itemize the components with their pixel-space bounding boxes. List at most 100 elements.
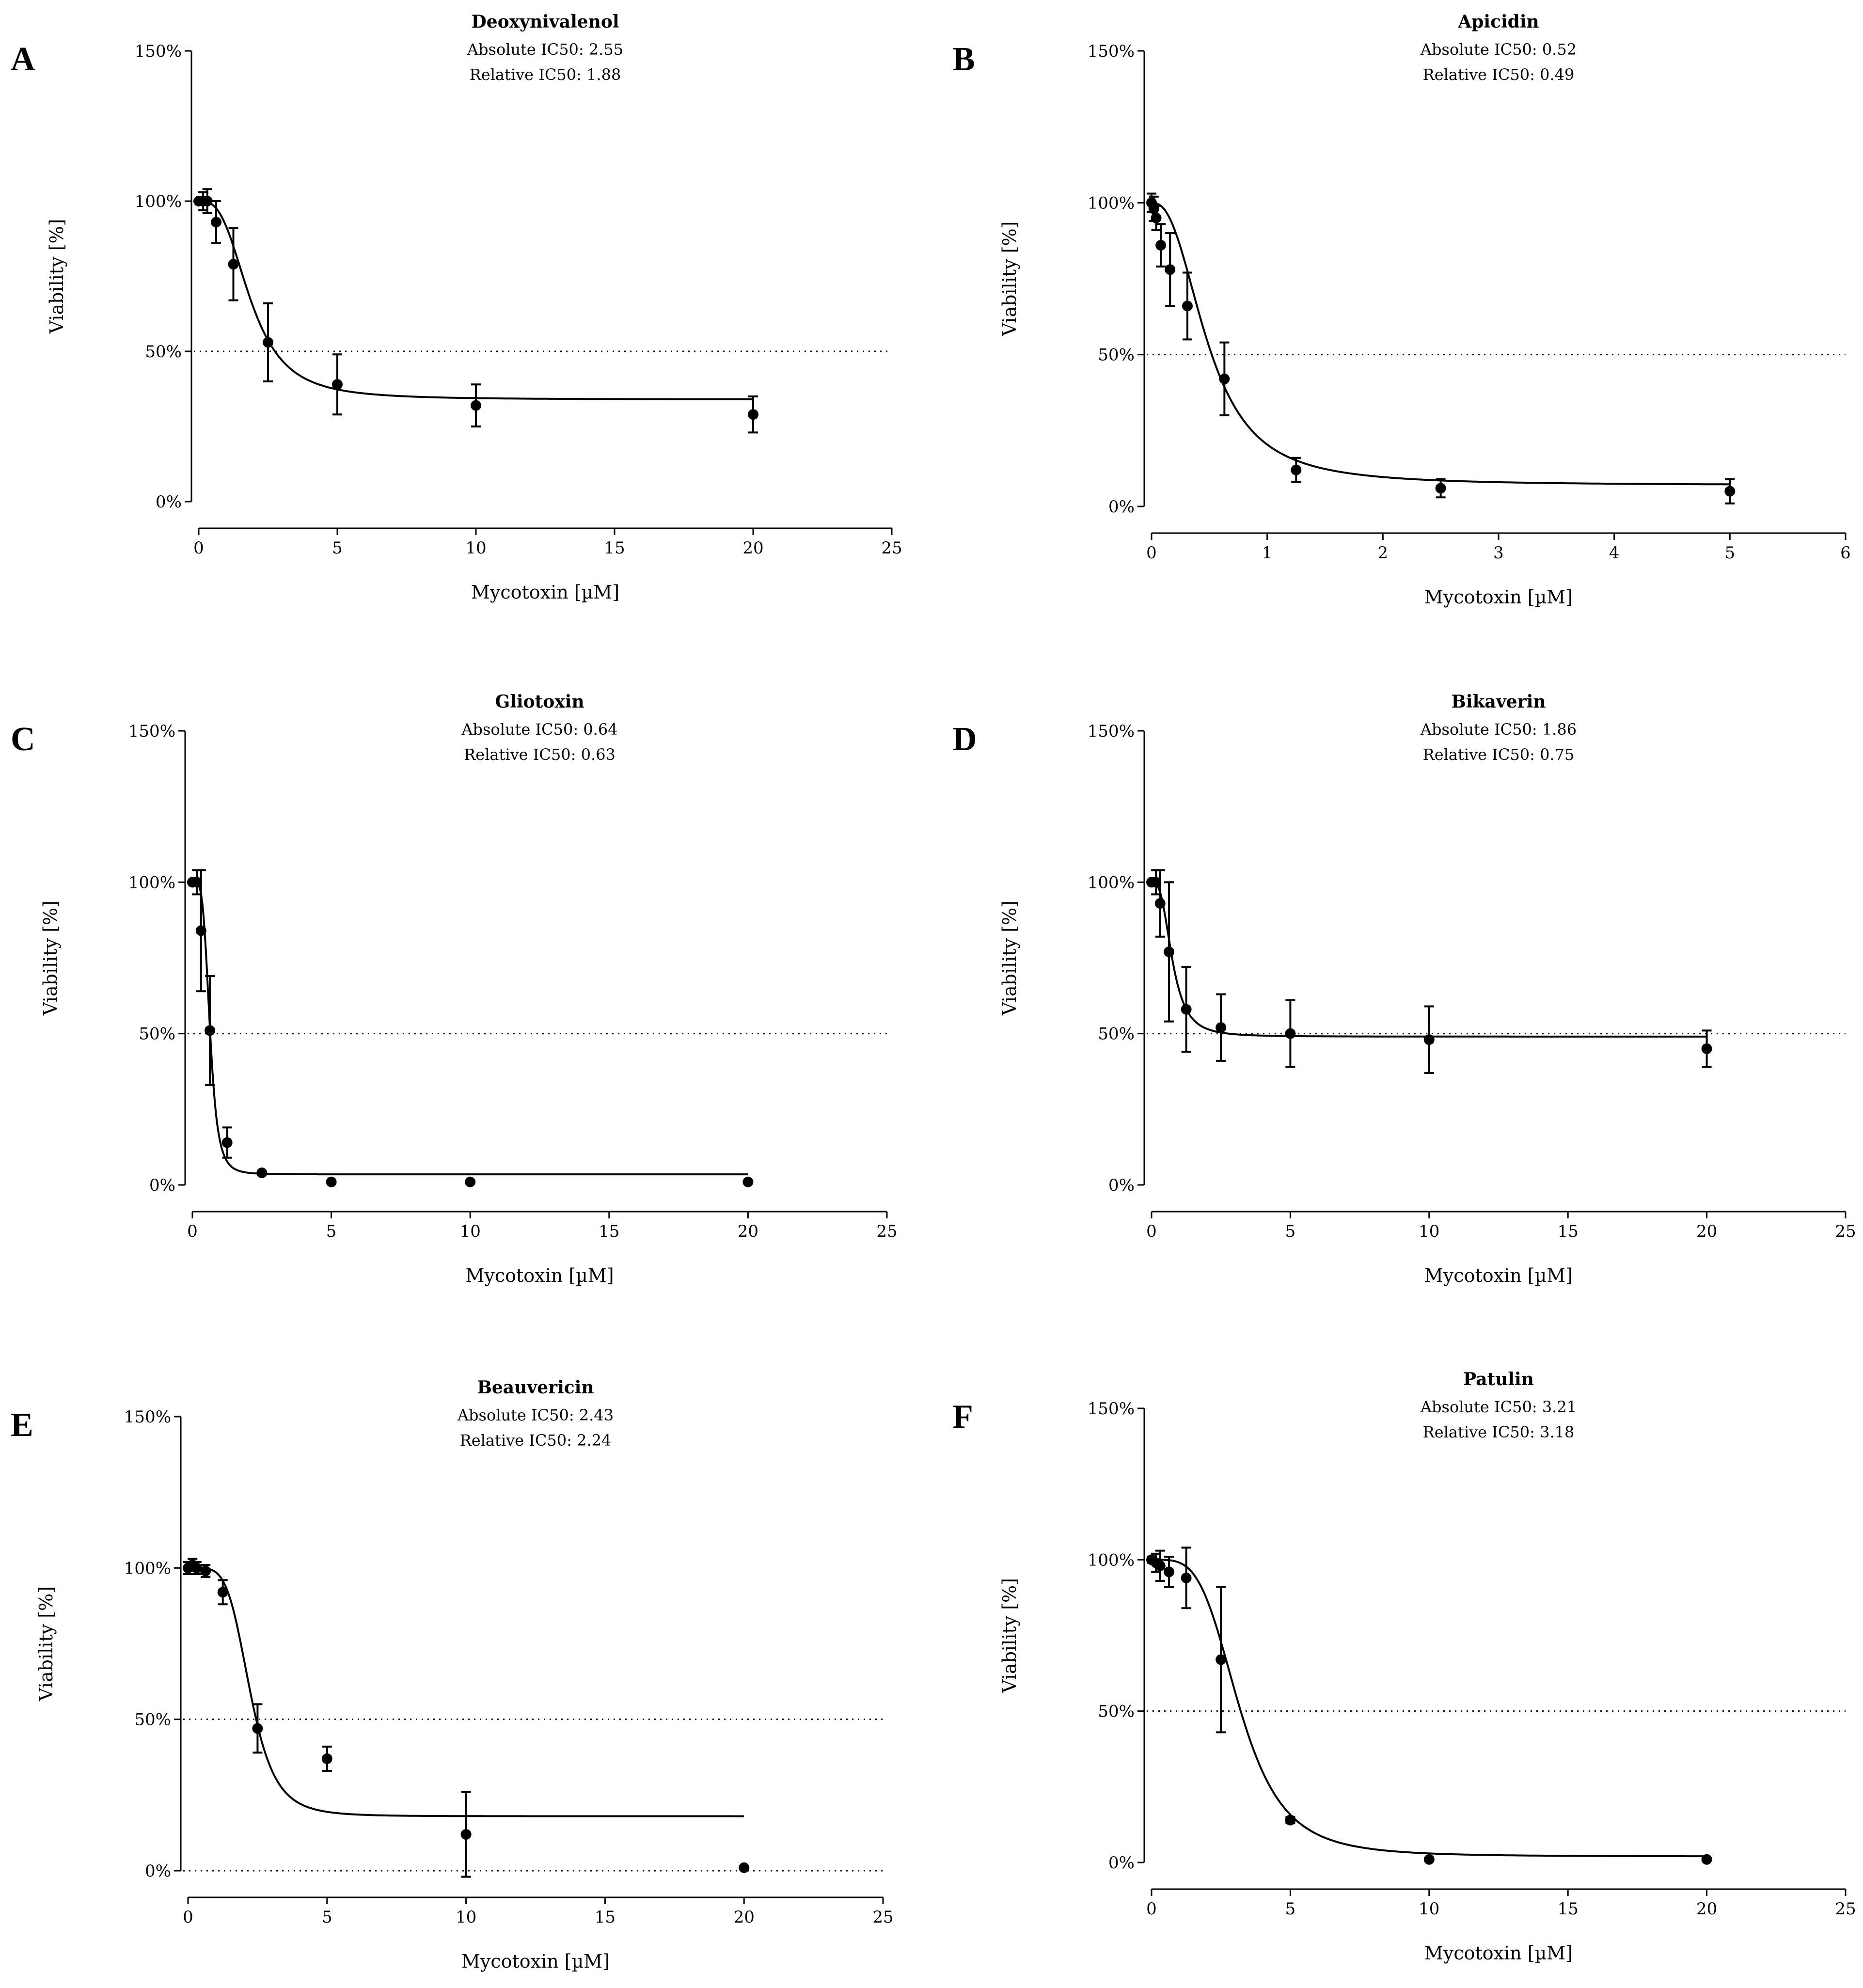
x-axis-label: Mycotoxin [µM]: [461, 1951, 610, 1972]
data-point: [191, 877, 203, 888]
x-tick-label: 20: [734, 1908, 755, 1927]
data-point: [1285, 1814, 1296, 1826]
y-tick-label: 150%: [135, 42, 182, 61]
x-tick-label: 15: [1558, 1899, 1579, 1919]
x-tick-label: 0: [1146, 1222, 1157, 1241]
y-tick-label: 100%: [124, 1559, 171, 1578]
data-point: [332, 379, 343, 390]
y-tick-label: 150%: [128, 722, 175, 741]
panel-letter: A: [11, 41, 35, 78]
data-point: [1423, 1034, 1435, 1045]
y-axis-label: Viability [%]: [999, 221, 1020, 337]
y-tick-label: 150%: [1088, 722, 1135, 741]
y-tick-label: 50%: [1098, 1025, 1135, 1044]
x-tick-label: 25: [872, 1908, 893, 1927]
relative-ic50-label: Relative IC50: 0.75: [1423, 745, 1575, 764]
y-tick-label: 50%: [1098, 1702, 1135, 1721]
panel-e: E Beauvericin Absolute IC50: 2.43 Relative …: [11, 1377, 894, 1972]
data-point: [1724, 486, 1736, 497]
x-tick-label: 10: [460, 1222, 481, 1241]
x-tick-label: 3: [1493, 543, 1504, 563]
x-tick-label: 6: [1840, 543, 1851, 563]
y-tick-label: 0%: [1108, 1853, 1135, 1873]
y-tick-label: 50%: [145, 342, 182, 362]
relative-ic50-label: Relative IC50: 3.18: [1423, 1423, 1575, 1441]
y-axis-label: Viability [%]: [999, 1578, 1020, 1693]
data-point: [1216, 1022, 1227, 1033]
y-tick-label: 100%: [1088, 193, 1135, 213]
relative-ic50-label: Relative IC50: 0.49: [1423, 65, 1575, 84]
data-point: [252, 1723, 263, 1734]
y-tick-label: 150%: [1088, 42, 1135, 61]
x-tick-label: 0: [183, 1908, 193, 1927]
data-point: [1423, 1854, 1435, 1865]
y-axis-label: Viability [%]: [40, 900, 61, 1016]
panel-letter: F: [952, 1398, 973, 1436]
data-point: [1701, 1043, 1712, 1054]
x-tick-label: 5: [322, 1908, 332, 1927]
data-point: [202, 196, 213, 206]
data-point: [221, 1137, 233, 1148]
panel-a: A Deoxynivalenol Absolute IC50: 2.55 Relati…: [11, 12, 902, 603]
data-point: [739, 1862, 750, 1873]
data-point: [228, 259, 239, 270]
x-tick-label: 25: [876, 1222, 897, 1241]
data-point: [205, 1025, 216, 1036]
x-tick-label: 10: [1419, 1899, 1439, 1919]
data-point: [263, 337, 273, 348]
fit-curve: [188, 1567, 744, 1817]
data-point: [217, 1587, 228, 1598]
data-point: [1154, 898, 1166, 909]
x-tick-label: 25: [881, 538, 902, 558]
x-tick-label: 20: [738, 1222, 758, 1241]
y-tick-label: 50%: [139, 1025, 175, 1044]
y-tick-label: 100%: [1088, 1550, 1135, 1570]
panel-c: C Gliotoxin Absolute IC50: 0.64 Relative IC…: [11, 692, 898, 1286]
data-point: [748, 409, 758, 420]
fit-curve: [199, 200, 753, 400]
y-axis-label: Viability [%]: [35, 1586, 57, 1702]
x-tick-label: 5: [332, 538, 343, 558]
x-tick-label: 20: [1696, 1222, 1717, 1241]
x-tick-label: 2: [1378, 543, 1389, 563]
data-point: [1181, 1004, 1192, 1015]
x-tick-label: 25: [1835, 1222, 1856, 1241]
absolute-ic50-label: Absolute IC50: 2.55: [467, 40, 623, 59]
y-tick-label: 0%: [156, 492, 182, 512]
data-point: [471, 400, 481, 411]
data-point: [321, 1753, 332, 1764]
x-axis-label: Mycotoxin [µM]: [471, 582, 619, 603]
x-tick-label: 0: [187, 1222, 198, 1241]
data-point: [1154, 1560, 1166, 1571]
absolute-ic50-label: Absolute IC50: 0.64: [461, 720, 617, 739]
data-point: [1291, 464, 1302, 475]
x-tick-label: 15: [604, 538, 625, 558]
absolute-ic50-label: Absolute IC50: 3.21: [1420, 1398, 1577, 1416]
y-tick-label: 100%: [128, 873, 175, 892]
y-axis-label: Viability [%]: [46, 219, 67, 334]
chart-title: Beauvericin: [477, 1377, 594, 1398]
data-point: [1151, 877, 1162, 888]
x-tick-label: 1: [1262, 543, 1273, 563]
x-tick-label: 20: [1696, 1899, 1717, 1919]
fit-curve: [1152, 1559, 1707, 1858]
y-tick-label: 50%: [134, 1710, 171, 1730]
panel-letter: D: [952, 721, 977, 758]
chart-title: Apicidin: [1457, 12, 1539, 32]
data-point: [742, 1176, 754, 1187]
y-tick-label: 100%: [135, 192, 182, 211]
chart-title: Patulin: [1463, 1369, 1534, 1389]
x-axis-label: Mycotoxin [µM]: [1424, 586, 1573, 608]
y-tick-label: 0%: [145, 1862, 171, 1881]
relative-ic50-label: Relative IC50: 1.88: [470, 65, 621, 84]
data-point: [1155, 240, 1167, 251]
x-tick-label: 5: [1285, 1899, 1296, 1919]
x-tick-label: 0: [1146, 1899, 1157, 1919]
data-point: [1165, 264, 1176, 275]
data-point: [256, 1168, 268, 1179]
panel-f: F Patulin Absolute IC50: 3.21 Relative IC50…: [952, 1369, 1856, 1964]
data-point: [1164, 1566, 1175, 1578]
x-axis-label: Mycotoxin [µM]: [465, 1265, 614, 1286]
panel-b: B Apicidin Absolute IC50: 0.52 Relative IC5…: [952, 12, 1851, 608]
chart-title: Bikaverin: [1451, 692, 1546, 712]
